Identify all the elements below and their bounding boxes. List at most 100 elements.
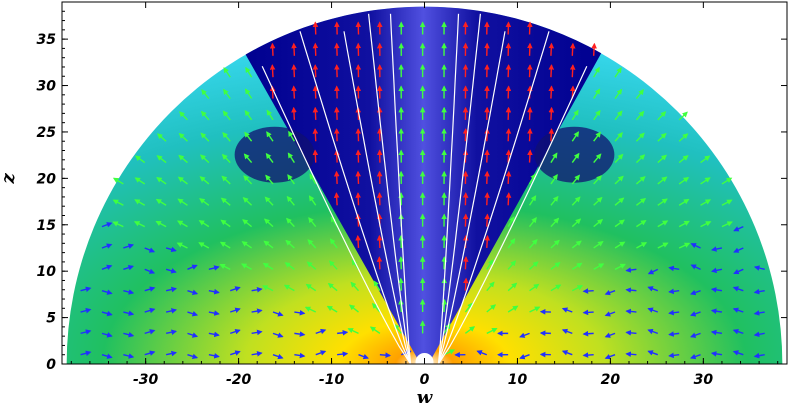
x-tick-label-2: -10 xyxy=(319,372,345,388)
velocity-arrow-108 xyxy=(269,42,276,56)
contour-line-0-right xyxy=(437,13,460,364)
velocity-arrow-113 xyxy=(284,262,295,270)
velocity-arrow-42 xyxy=(187,332,199,338)
velocity-arrow-145 xyxy=(329,238,338,249)
velocity-arrow-307 xyxy=(550,173,558,185)
velocity-arrow-148 xyxy=(333,170,340,184)
velocity-arrow-95 xyxy=(272,332,284,338)
velocity-arrow-2 xyxy=(80,307,92,314)
velocity-arrow-29 xyxy=(134,155,146,164)
velocity-arrow-83 xyxy=(251,287,263,293)
velocity-arrow-78 xyxy=(223,88,231,99)
velocity-arrow-362 xyxy=(625,267,637,273)
velocity-arrow-319 xyxy=(571,240,582,249)
velocity-arrow-134 xyxy=(312,128,319,142)
velocity-arrow-239 xyxy=(462,256,469,270)
velocity-arrow-404 xyxy=(700,155,711,164)
velocity-arrow-82 xyxy=(251,308,263,314)
velocity-arrow-352 xyxy=(614,175,624,185)
velocity-arrow-286 xyxy=(529,283,540,292)
velocity-arrow-100 xyxy=(263,218,274,228)
velocity-arrow-116 xyxy=(286,195,295,206)
x-tick-label-1: -20 xyxy=(226,372,252,388)
velocity-arrow-71 xyxy=(219,241,231,249)
velocity-arrow-391 xyxy=(678,176,690,185)
velocity-arrow-36 xyxy=(155,220,167,228)
velocity-arrow-372 xyxy=(647,328,659,335)
velocity-arrow-120 xyxy=(291,106,297,120)
velocity-arrow-101 xyxy=(264,196,274,206)
velocity-arrow-325 xyxy=(571,109,579,121)
velocity-arrow-73 xyxy=(220,197,231,206)
velocity-arrow-356 xyxy=(614,88,623,99)
velocity-arrow-47 xyxy=(177,220,188,228)
velocity-arrow-44 xyxy=(187,289,199,296)
velocity-arrow-328 xyxy=(569,42,576,56)
velocity-arrow-380 xyxy=(657,154,667,164)
velocity-arrow-366 xyxy=(635,176,646,185)
velocity-arrow-407 xyxy=(710,308,723,314)
velocity-arrow-81 xyxy=(251,329,263,336)
velocity-arrow-97 xyxy=(262,285,274,292)
velocity-arrow-55 xyxy=(208,310,220,316)
velocity-arrow-288 xyxy=(529,238,538,249)
velocity-arrow-369 xyxy=(635,110,645,121)
velocity-arrow-94 xyxy=(272,353,284,360)
velocity-arrow-376 xyxy=(657,242,669,249)
velocity-arrow-384 xyxy=(668,331,680,337)
velocity-arrow-21 xyxy=(144,329,156,335)
velocity-arrow-275 xyxy=(505,170,512,184)
velocity-arrow-126 xyxy=(304,306,317,313)
velocity-arrow-424 xyxy=(753,288,765,295)
velocity-arrow-385 xyxy=(668,309,680,316)
velocity-arrow-370 xyxy=(635,89,644,99)
y-tick-label-7: 35 xyxy=(37,32,57,48)
velocity-arrow-118 xyxy=(287,152,295,163)
velocity-arrow-46 xyxy=(176,242,188,249)
velocity-arrow-274 xyxy=(505,192,512,206)
velocity-arrow-336 xyxy=(593,196,603,206)
velocity-arrow-140 xyxy=(337,351,349,357)
velocity-arrow-123 xyxy=(291,42,297,56)
x-tick-label-3: 0 xyxy=(420,372,430,388)
velocity-arrow-347 xyxy=(604,289,616,296)
velocity-arrow-105 xyxy=(266,109,274,121)
y-tick-label-2: 10 xyxy=(37,264,57,280)
velocity-arrow-1 xyxy=(80,329,92,335)
velocity-arrow-122 xyxy=(291,64,297,78)
velocity-arrow-52 xyxy=(179,111,188,121)
velocity-arrow-401 xyxy=(700,221,712,228)
velocity-arrow-412 xyxy=(721,199,733,206)
velocity-arrow-357 xyxy=(614,67,622,78)
velocity-arrow-251 xyxy=(476,350,488,356)
velocity-arrow-258 xyxy=(484,192,490,206)
velocity-arrow-389 xyxy=(678,220,690,228)
velocity-arrow-133 xyxy=(312,149,319,163)
velocity-arrow-60 xyxy=(199,198,210,206)
velocity-arrow-163 xyxy=(355,192,361,206)
heatmap-layer xyxy=(66,6,783,364)
velocity-arrow-237 xyxy=(464,302,473,313)
velocity-arrow-277 xyxy=(505,128,512,142)
velocity-arrow-64 xyxy=(200,110,210,121)
velocity-arrow-28 xyxy=(134,177,146,185)
velocity-arrow-66 xyxy=(230,350,241,356)
velocity-arrow-331 xyxy=(582,309,594,316)
velocity-arrow-79 xyxy=(223,67,231,78)
y-axis: 0 5 10 15 20 25 30 35 xyxy=(37,10,787,373)
velocity-arrow-292 xyxy=(527,149,533,163)
velocity-vector-layer xyxy=(80,21,765,360)
velocity-arrow-425 xyxy=(753,265,765,271)
velocity-arrow-4 xyxy=(101,353,113,359)
velocity-arrow-99 xyxy=(263,240,274,249)
velocity-arrow-396 xyxy=(690,332,701,338)
velocity-arrow-92 xyxy=(244,88,253,99)
x-axis: -30 -20 -10 0 10 20 30 xyxy=(70,2,779,388)
velocity-arrow-409 xyxy=(711,267,723,274)
velocity-arrow-343 xyxy=(591,42,597,56)
velocity-arrow-378 xyxy=(657,198,668,206)
velocity-arrow-273 xyxy=(507,216,515,227)
velocity-arrow-128 xyxy=(306,261,317,270)
velocity-arrow-414 xyxy=(732,350,744,356)
velocity-arrow-315 xyxy=(561,328,573,335)
